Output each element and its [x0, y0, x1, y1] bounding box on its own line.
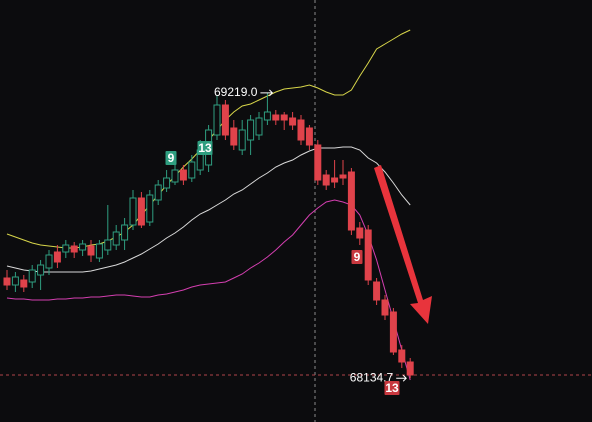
max-price-label: 69219.0: [214, 85, 258, 99]
count-badge: [197, 141, 213, 155]
candle-body: [356, 227, 364, 239]
candle-body: [314, 144, 322, 181]
candle-body: [179, 169, 187, 181]
count-badge: [384, 381, 400, 395]
candle-body: [129, 197, 137, 226]
candle-body: [37, 264, 45, 276]
candle-body: [87, 245, 95, 256]
candle-body: [3, 277, 11, 286]
candle-body: [280, 114, 288, 121]
candle-body: [79, 243, 87, 251]
candle-body: [213, 104, 221, 136]
candle-body: [305, 127, 313, 146]
candle-body: [154, 184, 162, 201]
count-label: 9: [168, 151, 175, 165]
count-badge: [351, 250, 363, 264]
candle-body: [255, 117, 263, 136]
count-label: 13: [385, 381, 399, 395]
min-price-label: 68134.7: [350, 370, 394, 384]
candle-body: [221, 104, 229, 136]
candle-body: [20, 279, 28, 288]
ma-line: [6, 199, 411, 381]
candle-body: [137, 197, 145, 226]
trend-arrow: [374, 165, 432, 324]
candle-body: [53, 251, 61, 263]
candle-body: [45, 254, 53, 269]
candle-body: [347, 171, 355, 231]
candle-body: [28, 269, 36, 283]
candle-body: [112, 231, 120, 246]
count-badge: [165, 151, 177, 165]
candle-body: [238, 129, 246, 151]
candle-body: [171, 169, 179, 183]
candle-body: [230, 127, 238, 146]
candle-body: [406, 361, 414, 376]
candle-body: [381, 299, 389, 316]
candle-body: [398, 349, 406, 363]
count-label: 9: [354, 250, 361, 264]
candle-body: [322, 174, 330, 186]
candle-body: [104, 239, 112, 251]
candle-body: [331, 177, 339, 183]
candle-body: [95, 243, 103, 259]
ma-line: [6, 146, 411, 273]
candle-body: [11, 276, 19, 286]
candle-body: [297, 119, 305, 141]
candle-body: [373, 281, 381, 301]
candle-body: [62, 244, 70, 253]
max-price-arrow: [260, 89, 274, 97]
candle-body: [389, 311, 397, 353]
candle-body: [247, 119, 255, 141]
min-price-arrow: [396, 374, 407, 382]
candle-body: [163, 177, 171, 189]
candle-body: [188, 161, 196, 179]
plot: 69219.0 68134.7 9 13 9 13: [3, 29, 414, 395]
candle-body: [272, 114, 280, 121]
candle-body: [364, 229, 372, 281]
candle-body: [339, 174, 347, 179]
count-label: 13: [198, 141, 212, 155]
candle-body: [289, 117, 297, 126]
candle-body: [263, 111, 271, 121]
candle-body: [146, 194, 154, 223]
candle-body: [70, 245, 78, 253]
candle-body: [121, 224, 129, 241]
